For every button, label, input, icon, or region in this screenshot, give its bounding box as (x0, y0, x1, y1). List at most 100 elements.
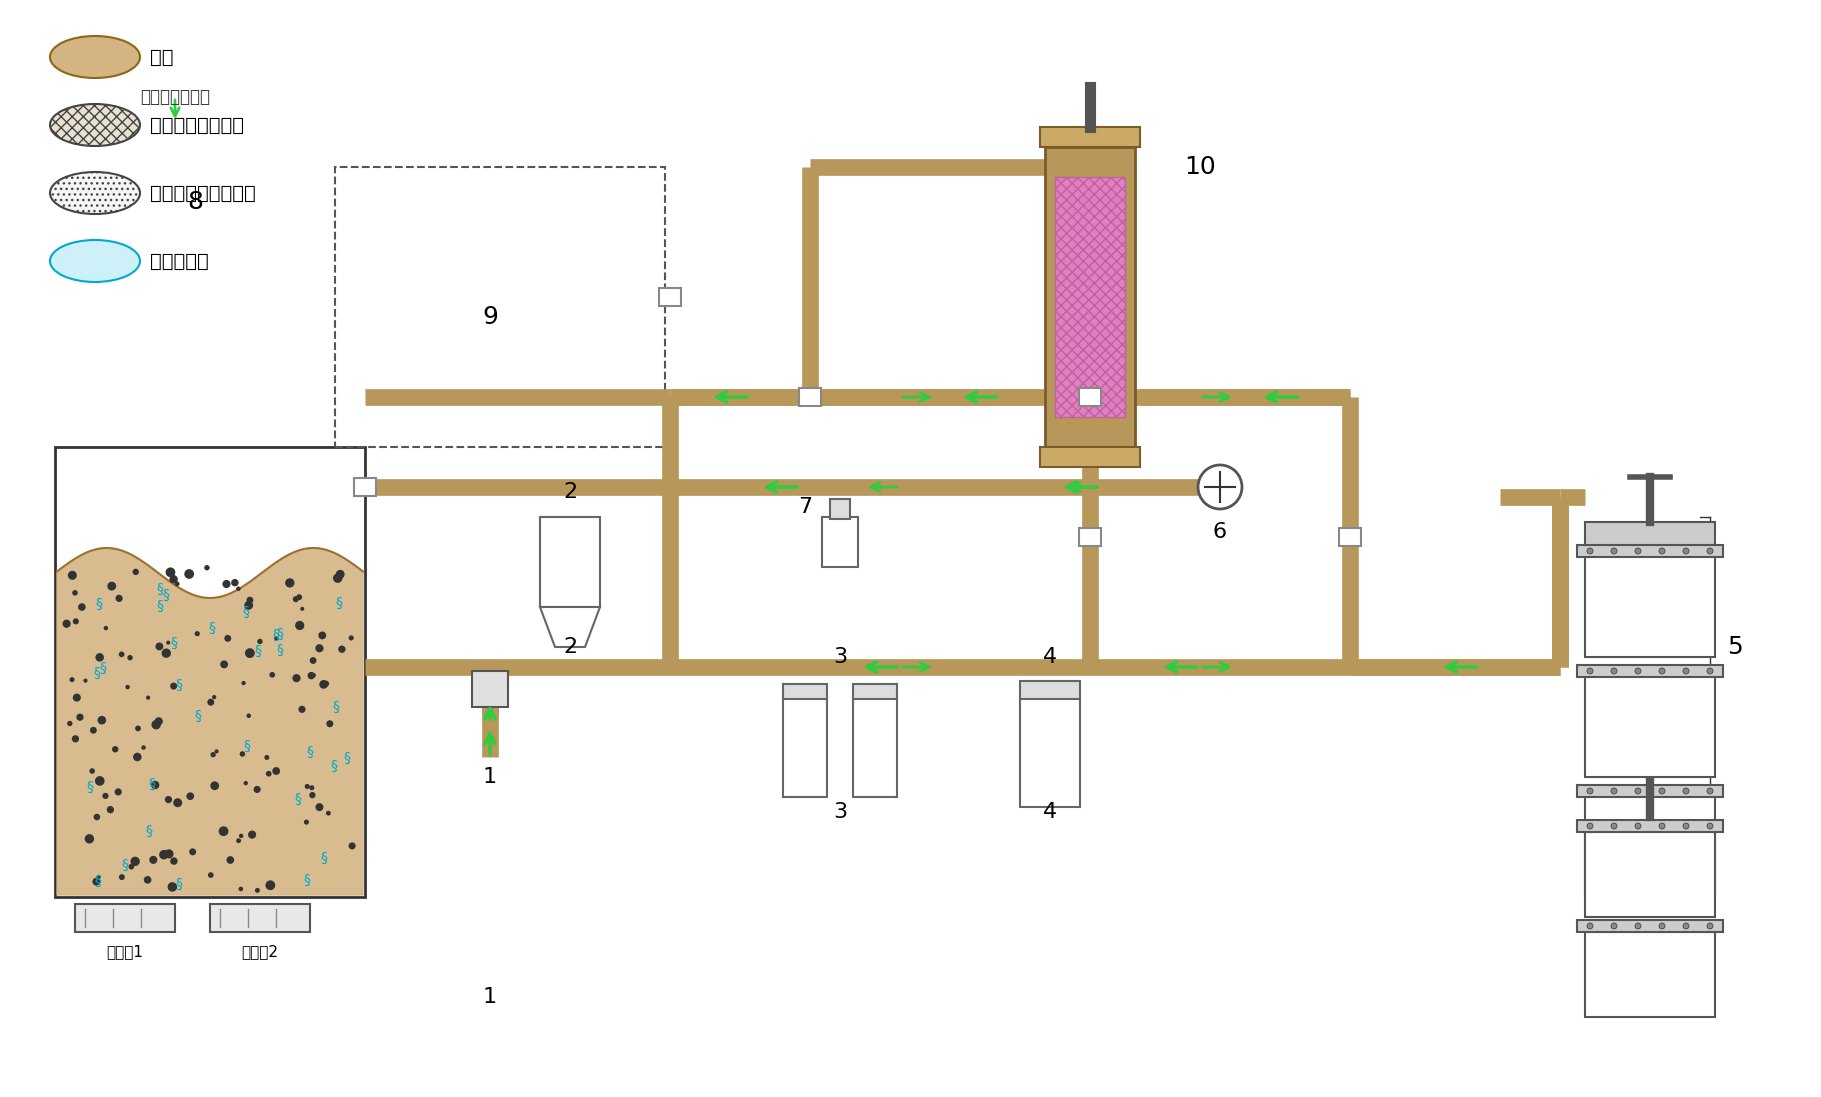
Text: §: § (149, 777, 155, 791)
Circle shape (208, 872, 213, 878)
Bar (1020, 697, 1080, 807)
Circle shape (98, 716, 106, 724)
Bar (353, 478, 375, 496)
Circle shape (73, 693, 80, 702)
Text: §: § (335, 596, 342, 610)
Text: §: § (86, 780, 93, 794)
Bar (1080, 528, 1102, 546)
Circle shape (222, 580, 231, 588)
Circle shape (1683, 548, 1690, 554)
Circle shape (89, 727, 97, 734)
Circle shape (1612, 548, 1617, 554)
Circle shape (155, 717, 162, 725)
Text: §: § (333, 700, 341, 714)
Circle shape (1612, 788, 1617, 794)
Circle shape (333, 574, 342, 583)
Circle shape (97, 874, 100, 879)
Circle shape (175, 581, 180, 586)
Text: §: § (122, 858, 127, 872)
Text: §: § (330, 759, 337, 772)
Circle shape (211, 753, 215, 757)
Circle shape (1586, 923, 1593, 929)
Circle shape (144, 877, 151, 884)
Circle shape (151, 720, 160, 730)
Circle shape (173, 799, 182, 807)
Circle shape (184, 569, 195, 579)
Circle shape (1586, 668, 1593, 674)
Circle shape (166, 567, 175, 577)
Circle shape (151, 781, 160, 789)
Circle shape (1198, 465, 1242, 509)
Circle shape (237, 838, 240, 844)
Circle shape (164, 849, 173, 859)
Circle shape (1635, 923, 1641, 929)
Text: 8: 8 (188, 190, 202, 214)
Circle shape (339, 645, 346, 653)
Text: §: § (175, 678, 182, 692)
Ellipse shape (49, 104, 140, 146)
Bar (1584, 672, 1715, 777)
Text: §: § (162, 588, 169, 602)
Text: §: § (277, 626, 284, 641)
Circle shape (348, 842, 355, 849)
Circle shape (186, 792, 195, 800)
Bar (1577, 665, 1723, 677)
Circle shape (293, 596, 299, 602)
Circle shape (195, 631, 200, 636)
Bar (1577, 920, 1723, 932)
Text: §: § (146, 824, 153, 838)
Circle shape (310, 792, 315, 799)
Text: 6: 6 (1213, 522, 1227, 542)
Circle shape (1706, 548, 1714, 554)
Text: 10: 10 (1184, 155, 1216, 179)
Circle shape (315, 644, 324, 653)
Circle shape (246, 713, 251, 719)
Bar (1054, 177, 1125, 417)
Text: §: § (100, 661, 107, 676)
Circle shape (1586, 548, 1593, 554)
Bar (1020, 681, 1080, 699)
Text: §: § (242, 604, 249, 619)
Bar (1584, 522, 1715, 547)
Text: §: § (95, 874, 102, 889)
Text: 4: 4 (1043, 647, 1056, 667)
Text: §: § (93, 666, 100, 679)
Circle shape (95, 776, 104, 785)
Bar (1577, 819, 1723, 832)
Circle shape (1635, 823, 1641, 829)
Circle shape (133, 568, 138, 575)
Circle shape (215, 749, 219, 754)
Circle shape (239, 834, 244, 838)
Text: 油液: 油液 (149, 47, 173, 67)
Circle shape (211, 695, 217, 699)
Text: §: § (208, 621, 215, 634)
Circle shape (304, 819, 310, 825)
Text: 1: 1 (483, 767, 497, 787)
Circle shape (168, 882, 177, 892)
Text: §: § (171, 636, 178, 651)
Circle shape (310, 657, 317, 664)
Circle shape (266, 880, 275, 890)
Text: 滤油小车加油口: 滤油小车加油口 (140, 88, 209, 106)
Circle shape (1706, 923, 1714, 929)
Circle shape (220, 660, 228, 668)
Circle shape (300, 607, 304, 611)
Text: 2: 2 (563, 482, 577, 502)
Bar (472, 671, 508, 706)
Circle shape (73, 619, 78, 624)
Text: 2: 2 (563, 637, 577, 657)
Bar (821, 517, 858, 567)
Circle shape (326, 721, 333, 727)
Text: §: § (157, 599, 164, 613)
Polygon shape (56, 548, 362, 895)
Circle shape (1659, 788, 1664, 794)
Circle shape (211, 781, 219, 790)
Circle shape (244, 601, 253, 610)
Circle shape (319, 680, 328, 689)
Circle shape (135, 725, 140, 732)
Circle shape (297, 595, 302, 600)
Circle shape (253, 785, 260, 793)
Text: §: § (95, 597, 102, 611)
Circle shape (308, 672, 315, 679)
Bar (830, 499, 850, 519)
